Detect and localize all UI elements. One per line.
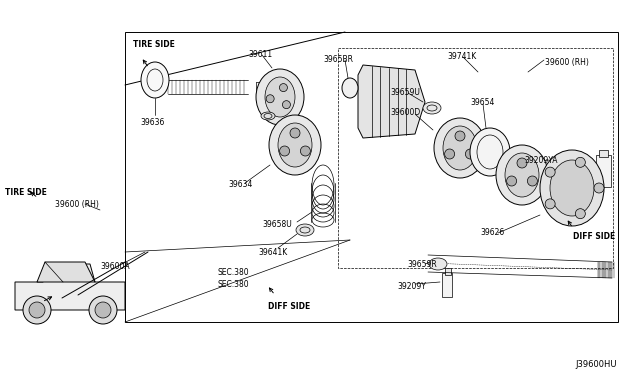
Text: 39209Y: 39209Y [397,282,426,291]
Text: SEC.380: SEC.380 [218,268,250,277]
Ellipse shape [575,157,586,167]
Ellipse shape [290,128,300,138]
Ellipse shape [300,146,310,156]
Text: 39600 (RH): 39600 (RH) [55,200,99,209]
Text: DIFF SIDE: DIFF SIDE [268,302,310,311]
Ellipse shape [496,145,548,205]
Bar [599,150,608,157]
Ellipse shape [545,199,555,209]
Text: 39634: 39634 [228,180,252,189]
Text: 39209YA: 39209YA [524,156,557,165]
Ellipse shape [550,160,594,216]
Ellipse shape [445,149,454,159]
Ellipse shape [594,183,604,193]
Ellipse shape [455,131,465,141]
Polygon shape [37,262,95,282]
Text: 39636: 39636 [140,118,164,127]
Ellipse shape [527,176,538,186]
Text: SEC.380: SEC.380 [218,280,250,289]
Ellipse shape [141,62,169,98]
Text: TIRE SIDE: TIRE SIDE [5,188,47,197]
Bar [445,268,451,275]
Text: 39641K: 39641K [258,248,287,257]
Ellipse shape [540,150,604,226]
Text: DIFF SIDE: DIFF SIDE [573,232,615,241]
Text: 39659R: 39659R [407,260,436,269]
Text: 39600D: 39600D [390,108,420,117]
Ellipse shape [470,128,510,176]
Bar [596,155,611,187]
Ellipse shape [261,112,275,120]
Ellipse shape [507,176,516,186]
Ellipse shape [423,102,441,114]
Ellipse shape [342,78,358,98]
Text: J39600HU: J39600HU [575,360,616,369]
Text: 39600 (RH): 39600 (RH) [545,58,589,67]
Ellipse shape [282,101,291,109]
Text: 39659U: 39659U [390,88,420,97]
Ellipse shape [465,149,476,159]
Text: 3965BR: 3965BR [323,55,353,64]
Ellipse shape [278,123,312,167]
Ellipse shape [429,258,447,270]
Ellipse shape [296,224,314,236]
Ellipse shape [443,126,477,170]
Polygon shape [15,264,125,310]
Ellipse shape [434,118,486,178]
Ellipse shape [265,77,295,117]
Ellipse shape [95,302,111,318]
Text: 39611: 39611 [248,50,272,59]
Ellipse shape [29,302,45,318]
Ellipse shape [266,95,274,103]
Ellipse shape [256,69,304,125]
Ellipse shape [280,146,290,156]
Text: 39658U: 39658U [262,220,292,229]
Ellipse shape [545,167,555,177]
Bar [125,32,618,322]
Ellipse shape [280,84,287,92]
Text: 39626: 39626 [480,228,504,237]
Ellipse shape [23,296,51,324]
Text: TIRE SIDE: TIRE SIDE [133,40,175,49]
Ellipse shape [575,209,586,219]
Text: 39600A: 39600A [100,262,130,271]
Polygon shape [358,65,425,138]
Ellipse shape [89,296,117,324]
Ellipse shape [505,153,539,197]
Text: 39654: 39654 [470,98,494,107]
Bar [442,273,452,297]
Text: 39741K: 39741K [447,52,476,61]
Bar [338,48,613,268]
Ellipse shape [517,158,527,168]
Ellipse shape [269,115,321,175]
